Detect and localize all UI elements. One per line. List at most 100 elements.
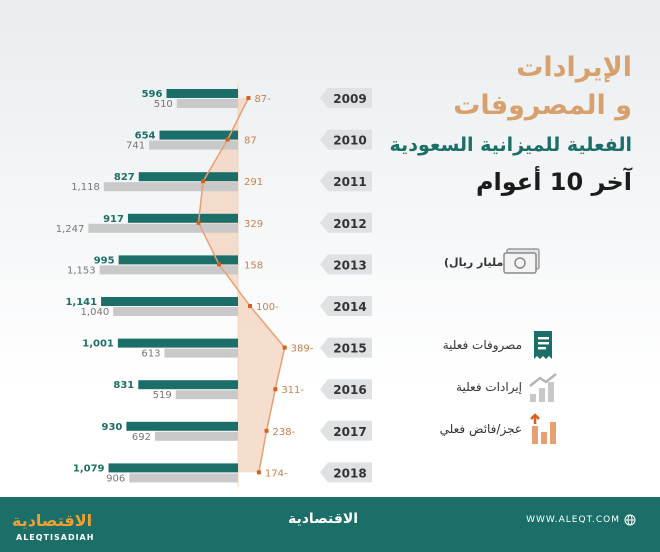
globe-icon xyxy=(624,514,636,526)
revenues-label-2012: 1,247 xyxy=(56,224,85,235)
legend-revenues: إيرادات فعلية xyxy=(380,370,590,406)
revenues-bar-2017 xyxy=(154,431,238,441)
balance-label-2010: 87 xyxy=(244,136,257,147)
balance-point-2013 xyxy=(217,262,222,267)
title-line-1: الإيرادات xyxy=(516,52,632,83)
expenses-bar-2011 xyxy=(138,172,238,182)
balance-point-2011 xyxy=(201,179,206,184)
legend-balance-label: عجز/فائض فعلي xyxy=(439,422,522,436)
balance-line-group: 87- 87 291 329 158 100- 389- 311- 238- 174- xyxy=(196,94,314,479)
year-badge-2017 xyxy=(320,420,372,441)
title-line-4: آخر 10 أعوام xyxy=(475,168,632,196)
balance-point-2016 xyxy=(273,387,278,392)
revenues-bar-2016 xyxy=(175,390,238,400)
revenues-label-2010: 741 xyxy=(126,141,145,152)
expenses-label-2017: 930 xyxy=(102,422,123,433)
expenses-label-2018: 1,079 xyxy=(73,463,105,474)
balance-label-2015: 389- xyxy=(291,344,314,355)
legend-balance: عجز/فائض فعلي xyxy=(380,412,590,448)
expenses-bar-2014 xyxy=(101,297,238,306)
year-badge-2010 xyxy=(320,129,372,150)
expenses-bar-2012 xyxy=(127,213,238,223)
title-line-2: و المصروفات xyxy=(453,90,632,121)
balance-line xyxy=(197,97,286,473)
revenues-label-2013: 1,153 xyxy=(67,265,96,276)
expenses-bar-2018 xyxy=(108,463,239,473)
expenses-bar-2013 xyxy=(118,255,238,265)
expenses-label-2011: 827 xyxy=(114,172,135,183)
expenses-bar-2009 xyxy=(166,89,238,98)
balance-point-2009 xyxy=(246,96,251,100)
year-label-2018: 2018 xyxy=(333,466,366,480)
year-label-2014: 2014 xyxy=(333,300,366,314)
expenses-label-2009: 596 xyxy=(142,89,163,100)
revenues-label-2016: 519 xyxy=(153,390,172,401)
revenues-label-2011: 1,118 xyxy=(71,182,100,193)
balance-point-2012 xyxy=(196,220,201,225)
legend-expenses-label: مصروفات فعلية xyxy=(442,338,522,352)
expenses-label-2010: 654 xyxy=(135,131,156,142)
year-badge-2018 xyxy=(320,462,372,483)
year-label-2009: 2009 xyxy=(333,92,366,106)
balance-area-group xyxy=(198,84,285,487)
revenues-bar-2009 xyxy=(176,99,238,108)
balance-area xyxy=(198,98,285,473)
balance-label-2017: 238- xyxy=(273,427,296,438)
year-badge-2015 xyxy=(320,337,372,358)
brand-logo-text: الاقتصادية xyxy=(12,511,93,530)
balance-label-2011: 291 xyxy=(244,177,263,188)
expenses-label-2012: 917 xyxy=(103,214,124,225)
year-label-2011: 2011 xyxy=(333,175,366,189)
year-label-2013: 2013 xyxy=(333,258,366,272)
revenues-label-2017: 692 xyxy=(132,432,151,443)
year-badge-2011 xyxy=(320,171,372,192)
brand-latin-text: ALEQTISADIAH xyxy=(16,533,95,542)
year-label-2015: 2015 xyxy=(333,342,366,356)
year-label-2017: 2017 xyxy=(333,425,366,439)
balance-point-2017 xyxy=(264,428,269,433)
revenues-label-2015: 613 xyxy=(141,349,160,360)
unit-label: (مليار ريال) xyxy=(444,256,509,269)
footer-bar: الاقتصادية ALEQTISADIAH الاقتصادية WWW.A… xyxy=(0,497,660,552)
deficit-bars-icon xyxy=(530,413,556,444)
brand-center-text: الاقتصادية xyxy=(288,511,359,527)
revenues-bar-2011 xyxy=(103,182,238,192)
year-badge-2014 xyxy=(320,296,372,316)
balance-point-2015 xyxy=(282,345,287,350)
revenues-bar-2018 xyxy=(129,473,238,483)
year-badge-2013 xyxy=(320,254,372,275)
revenues-label-2018: 906 xyxy=(106,473,125,484)
revenues-bar-2015 xyxy=(164,348,238,358)
expenses-bar-2015 xyxy=(117,338,238,348)
revenues-bar-2010 xyxy=(149,140,238,150)
website-link[interactable]: WWW.ALEQT.COM xyxy=(526,515,620,525)
balance-label-2018: 174- xyxy=(265,468,288,479)
year-badge-2012 xyxy=(320,212,372,233)
balance-point-2010 xyxy=(225,137,230,142)
expenses-label-2015: 1,001 xyxy=(82,339,114,350)
balance-point-2014 xyxy=(248,304,252,308)
title-line-3: الفعلية للميزانية السعودية xyxy=(389,134,632,156)
year-badge-2016 xyxy=(320,379,372,400)
revenues-label-2014: 1,040 xyxy=(81,307,110,318)
year-label-2010: 2010 xyxy=(333,134,366,148)
balance-label-2014: 100- xyxy=(256,302,279,313)
balance-label-2012: 329 xyxy=(244,219,263,230)
expenses-label-2016: 831 xyxy=(113,380,134,391)
expenses-label-2013: 995 xyxy=(94,255,115,266)
revenues-bar-2014 xyxy=(113,307,238,316)
balance-label-2013: 158 xyxy=(244,260,263,271)
balance-label-2016: 311- xyxy=(281,385,304,396)
expenses-bar-2010 xyxy=(159,130,238,140)
revenues-label-2009: 510 xyxy=(154,99,173,110)
year-badge-2009 xyxy=(320,88,372,108)
receipt-icon xyxy=(534,331,552,359)
year-label-2016: 2016 xyxy=(333,383,366,397)
expenses-label-2014: 1,141 xyxy=(65,297,97,308)
growth-bars-icon xyxy=(529,373,557,402)
revenues-bar-2012 xyxy=(88,223,238,233)
expenses-bar-2016 xyxy=(138,380,238,390)
